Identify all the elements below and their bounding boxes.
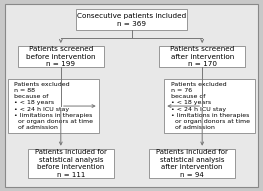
FancyBboxPatch shape bbox=[18, 46, 104, 67]
FancyBboxPatch shape bbox=[159, 46, 245, 67]
FancyBboxPatch shape bbox=[5, 4, 258, 187]
Text: Patients included for
statistical analysis
after intervention
n = 94: Patients included for statistical analys… bbox=[156, 149, 228, 178]
Text: Consecutive patients included
n = 369: Consecutive patients included n = 369 bbox=[77, 13, 186, 27]
FancyBboxPatch shape bbox=[28, 149, 114, 178]
Text: Patients included for
statistical analysis
before intervention
n = 111: Patients included for statistical analys… bbox=[35, 149, 107, 178]
FancyBboxPatch shape bbox=[76, 9, 187, 30]
FancyBboxPatch shape bbox=[164, 79, 255, 133]
FancyBboxPatch shape bbox=[8, 79, 99, 133]
FancyBboxPatch shape bbox=[149, 149, 235, 178]
Text: Patients excluded
n = 76
because of
• < 18 years
• < 24 h ICU stay
• limitations: Patients excluded n = 76 because of • < … bbox=[171, 82, 250, 130]
Text: Patients screened
after intervention
n = 170: Patients screened after intervention n =… bbox=[170, 46, 234, 67]
Text: Patients screened
before intervention
n = 199: Patients screened before intervention n … bbox=[26, 46, 95, 67]
Text: Patients excluded
n = 88
because of
• < 18 years
• < 24 h ICU stay
• limitations: Patients excluded n = 88 because of • < … bbox=[14, 82, 93, 130]
